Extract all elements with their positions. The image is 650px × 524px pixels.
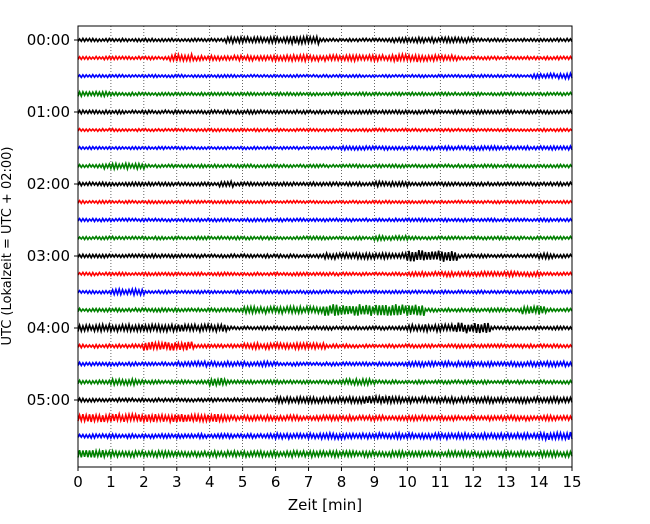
- x-tick-label: 14: [530, 473, 549, 491]
- trace-04:30: [77, 358, 573, 369]
- x-tick-label: 12: [464, 473, 483, 491]
- trace-01:45: [77, 160, 573, 172]
- trace-05:30: [77, 429, 573, 443]
- trace-04:15: [77, 339, 573, 353]
- trace-02:30: [77, 216, 573, 224]
- x-tick-label: 9: [370, 473, 380, 491]
- trace-02:15: [77, 199, 573, 205]
- trace-00:00: [77, 33, 573, 47]
- trace-03:45: [77, 303, 573, 317]
- y-tick-label: 03:00: [27, 247, 70, 265]
- y-axis-label: UTC (Lokalzeit = UTC + 02:00): [0, 147, 15, 346]
- trace-03:15: [77, 269, 573, 279]
- plot-frame: [77, 25, 573, 468]
- x-tick-label: 3: [172, 473, 182, 491]
- x-tick-label: 6: [271, 473, 281, 491]
- trace-05:00: [77, 393, 573, 407]
- trace-04:45: [77, 376, 573, 389]
- x-tick-label: 0: [73, 473, 83, 491]
- y-tick-label: 05:00: [27, 391, 70, 409]
- trace-02:45: [77, 233, 573, 243]
- trace-00:30: [77, 70, 573, 82]
- trace-01:15: [77, 127, 573, 133]
- x-tick-label: 13: [497, 473, 516, 491]
- x-tick-label: 11: [431, 473, 450, 491]
- trace-03:30: [77, 286, 573, 298]
- y-tick-label: 00:00: [27, 31, 70, 49]
- trace-04:00: [77, 321, 573, 335]
- x-axis-label: Zeit [min]: [288, 496, 362, 514]
- x-axis-ticks: 0 1 2 3 4 5 6 7 8 9 10 11 12 13 14 15: [73, 467, 582, 491]
- x-tick-label: 7: [304, 473, 314, 491]
- x-tick-label: 4: [205, 473, 215, 491]
- trace-01:30: [77, 143, 573, 153]
- x-tick-label: 10: [398, 473, 417, 491]
- x-tick-label: 15: [562, 473, 581, 491]
- y-axis-ticks: 00:00 01:00 02:00 03:00 04:00 05:00: [27, 31, 78, 409]
- x-tick-label: 1: [106, 473, 116, 491]
- trace-02:00: [77, 178, 573, 190]
- trace-00:15: [77, 51, 573, 65]
- y-tick-label: 02:00: [27, 175, 70, 193]
- x-tick-label: 5: [238, 473, 248, 491]
- x-tick-label: 8: [337, 473, 347, 491]
- x-tick-label: 2: [139, 473, 149, 491]
- trace-layer: [77, 33, 573, 460]
- trace-03:00: [77, 249, 573, 262]
- y-tick-label: 04:00: [27, 319, 70, 337]
- trace-01:00: [77, 108, 573, 116]
- trace-00:45: [77, 89, 573, 99]
- y-tick-label: 01:00: [27, 103, 70, 121]
- trace-05:45: [77, 447, 573, 460]
- trace-05:15: [77, 410, 573, 425]
